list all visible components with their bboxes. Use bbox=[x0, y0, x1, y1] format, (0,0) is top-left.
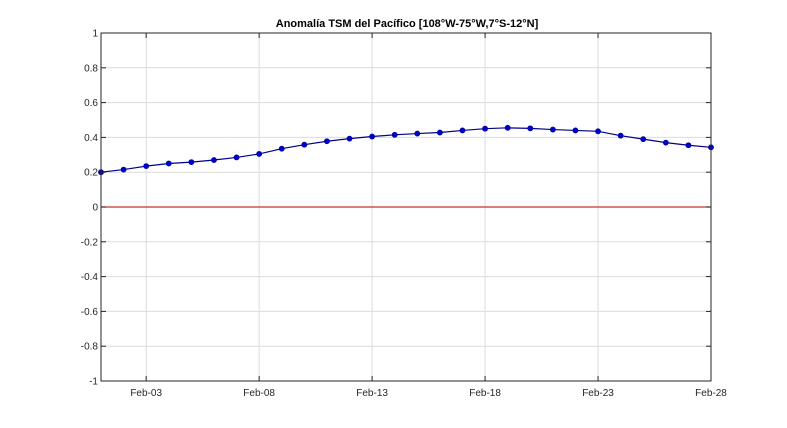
y-axis: 1 0.8 0.6 0.4 0.2 0 -0.2 -0.4 -0.6 -0.8 -1 bbox=[81, 29, 711, 388]
chart-title: Anomalía TSM del Pacífico [108°W-75°W,7°… bbox=[276, 18, 539, 30]
data-point bbox=[527, 125, 534, 132]
data-point bbox=[391, 131, 398, 138]
data-point bbox=[595, 128, 601, 135]
data-point bbox=[685, 142, 692, 149]
data-point bbox=[233, 154, 240, 161]
x-tick-label: Feb-28 bbox=[695, 388, 727, 399]
x-tick-label: Feb-23 bbox=[582, 388, 614, 399]
data-point bbox=[482, 125, 488, 132]
y-tick-label: -0.2 bbox=[81, 237, 99, 248]
data-point bbox=[301, 141, 308, 148]
data-point bbox=[143, 163, 150, 170]
data-point bbox=[436, 129, 443, 136]
data-point bbox=[504, 124, 511, 131]
y-tick-label: -0.8 bbox=[81, 342, 99, 353]
data-point bbox=[617, 132, 624, 139]
data-point bbox=[662, 139, 669, 146]
data-point bbox=[346, 135, 353, 142]
data-point bbox=[640, 136, 647, 143]
data-point bbox=[459, 127, 466, 134]
x-tick-label: Feb-08 bbox=[243, 388, 275, 399]
y-tick-label: 0 bbox=[92, 203, 98, 214]
y-tick-label: 1 bbox=[92, 29, 98, 40]
y-tick-label: -0.6 bbox=[81, 307, 99, 318]
y-tick-label: -0.4 bbox=[81, 272, 99, 283]
data-point bbox=[324, 138, 330, 145]
data-point bbox=[120, 166, 127, 173]
data-point bbox=[278, 145, 285, 152]
y-tick-label: 0.6 bbox=[84, 98, 98, 109]
data-point bbox=[211, 157, 217, 163]
y-tick-label: 0.2 bbox=[84, 168, 98, 179]
data-point bbox=[188, 159, 195, 166]
data-point bbox=[256, 151, 263, 157]
x-tick-label: Feb-18 bbox=[469, 388, 501, 399]
x-axis: Feb-03 Feb-08 Feb-13 Feb-18 Feb-23 Feb-28 bbox=[130, 33, 727, 399]
data-point bbox=[549, 126, 556, 133]
y-tick-label: 0.8 bbox=[84, 63, 98, 74]
y-tick-label: 0.4 bbox=[84, 133, 98, 144]
x-tick-label: Feb-13 bbox=[356, 388, 388, 399]
series-layer bbox=[98, 124, 714, 176]
series-line bbox=[100, 127, 712, 173]
data-point bbox=[414, 130, 421, 137]
data-point bbox=[165, 160, 172, 167]
x-tick-label: Feb-03 bbox=[130, 388, 162, 399]
y-tick-label: -1 bbox=[89, 377, 98, 388]
data-point bbox=[369, 133, 376, 140]
data-point bbox=[572, 127, 579, 134]
